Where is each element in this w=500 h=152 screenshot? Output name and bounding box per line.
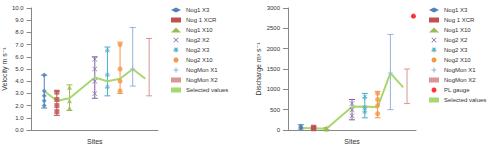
svg-text:NogMon X1: NogMon X1 (186, 67, 218, 73)
svg-text:1000: 1000 (267, 86, 281, 92)
svg-text:Nog2 X10: Nog2 X10 (444, 57, 471, 63)
svg-text:9.0: 9.0 (15, 17, 24, 23)
svg-text:7.0: 7.0 (15, 42, 24, 48)
svg-text:NogMon X2: NogMon X2 (444, 77, 476, 83)
svg-text:8.0: 8.0 (15, 29, 24, 35)
svg-text:NogMon X1: NogMon X1 (444, 67, 476, 73)
svg-text:Nog1 X10: Nog1 X10 (444, 27, 471, 33)
svg-text:PL gauge: PL gauge (444, 87, 470, 93)
svg-text:Nog2 X3: Nog2 X3 (444, 47, 468, 53)
svg-text:Nog1 X3: Nog1 X3 (186, 7, 210, 13)
svg-text:500: 500 (270, 107, 281, 113)
svg-text:Selected values: Selected values (444, 97, 486, 103)
svg-text:Nog1 X10: Nog1 X10 (186, 27, 213, 33)
svg-text:0: 0 (277, 127, 281, 133)
svg-text:3000: 3000 (267, 5, 281, 11)
svg-text:NogMon X2: NogMon X2 (186, 77, 218, 83)
svg-text:Sites: Sites (344, 138, 360, 145)
svg-text:Nog 1 XCR: Nog 1 XCR (444, 17, 475, 23)
svg-text:1500: 1500 (267, 66, 281, 72)
svg-text:Sites: Sites (87, 138, 103, 145)
svg-text:6.0: 6.0 (15, 54, 24, 60)
svg-text:3.0: 3.0 (15, 90, 24, 96)
svg-text:4.0: 4.0 (15, 78, 24, 84)
svg-text:Velocity m s⁻¹: Velocity m s⁻¹ (1, 47, 9, 91)
svg-text:Nog1 X3: Nog1 X3 (444, 7, 468, 13)
svg-text:2500: 2500 (267, 25, 281, 31)
svg-text:2.0: 2.0 (15, 103, 24, 109)
svg-text:Nog 1 XCR: Nog 1 XCR (186, 17, 217, 23)
svg-text:Nog2 X3: Nog2 X3 (186, 47, 210, 53)
svg-text:0.0: 0.0 (15, 127, 24, 133)
svg-text:2000: 2000 (267, 46, 281, 52)
svg-text:5.0: 5.0 (15, 66, 24, 72)
svg-text:Selected values: Selected values (186, 87, 228, 93)
svg-text:Nog2 X2: Nog2 X2 (444, 37, 468, 43)
svg-text:10.0: 10.0 (12, 5, 24, 11)
svg-text:Nog2 X10: Nog2 X10 (186, 57, 213, 63)
svg-text:Discharge m³ s⁻¹: Discharge m³ s⁻¹ (255, 42, 263, 96)
svg-text:1.0: 1.0 (15, 115, 24, 121)
svg-text:Nog2 X2: Nog2 X2 (186, 37, 210, 43)
